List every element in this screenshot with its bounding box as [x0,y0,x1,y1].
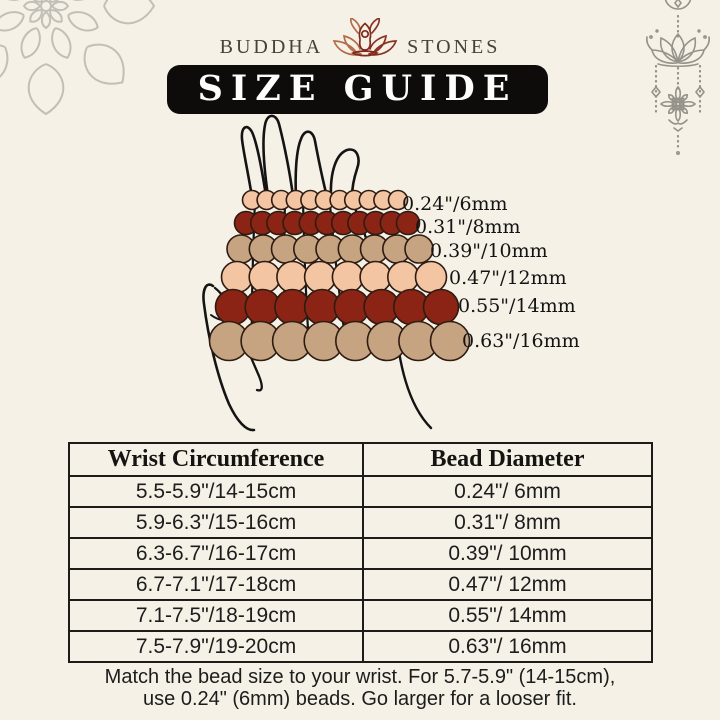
bead-size-label-10mm: 0.39"/10mm [430,240,548,262]
wrist-circumference-cell: 7.1-7.5"/18-19cm [68,599,364,632]
bead-12mm [220,260,254,294]
bead-6mm [343,189,365,211]
bead-10mm [404,234,434,264]
bead-size-label-8mm: 0.31"/8mm [415,216,521,238]
brand-name-right: STONES [407,35,501,58]
bead-size-label-6mm: 0.24"/6mm [402,193,508,215]
bead-10mm [226,234,256,264]
brand-logo: BUDDHA S [0,18,720,64]
bead-10mm [248,234,279,264]
bead-16mm [398,320,439,362]
bead-8mm [347,210,372,236]
bead-14mm [363,288,400,326]
bead-16mm [429,320,471,362]
bead-14mm [214,288,252,326]
bead-14mm [422,288,460,326]
bead-12mm [303,260,337,294]
bead-12mm [248,260,282,294]
bead-8mm [266,210,291,236]
lotus-meditation-icon [332,18,398,57]
bead-size-label-16mm: 0.63"/16mm [462,330,580,352]
bead-8mm [379,210,405,236]
bead-14mm [392,288,430,326]
bead-16mm [240,320,281,362]
bead-diameter-cell: 0.63"/ 16mm [362,630,653,663]
table-row: 6.7-7.1"/17-18cm 0.47"/ 12mm [68,568,653,601]
bead-8mm [282,210,307,236]
bead-12mm [386,260,420,294]
table-row: 5.5-5.9"/14-15cm 0.24"/ 6mm [68,475,653,508]
bead-12mm [331,260,365,294]
bead-6mm [300,189,321,211]
fit-note: Match the bead size to your wrist. For 5… [0,666,720,710]
bead-12mm [359,260,392,294]
bead-10mm [337,234,368,264]
bead-8mm [233,210,259,236]
bead-8mm [395,210,421,236]
bead-size-label-14mm: 0.55"/14mm [458,295,576,317]
fit-note-line1: Match the bead size to your wrist. For 5… [104,666,616,688]
bead-10mm [292,234,323,264]
bead-diameter-header: Bead Diameter [362,442,653,477]
table-row: 5.9-6.3"/15-16cm 0.31"/ 8mm [68,506,653,539]
wrist-circumference-cell: 5.5-5.9"/14-15cm [68,475,364,508]
wrist-circumference-cell: 6.3-6.7"/16-17cm [68,537,364,570]
bead-6mm [285,189,307,211]
bead-14mm [244,288,282,326]
bead-diameter-cell: 0.47"/ 12mm [362,568,653,601]
bead-6mm [314,189,336,211]
bead-6mm [373,189,394,211]
bead-8mm [314,210,340,236]
bead-16mm [334,320,376,362]
bead-6mm [358,189,380,211]
bead-8mm [363,210,388,236]
size-guide-title: SIZE GUIDE [197,68,518,109]
bead-6mm [270,189,292,211]
bead-14mm [303,288,341,326]
size-table: Wrist Circumference Bead Diameter 5.5-5.… [68,442,653,663]
bead-diameter-cell: 0.39"/ 10mm [362,537,653,570]
wrist-circumference-cell: 7.5-7.9"/19-20cm [68,630,364,663]
bead-8mm [330,210,356,236]
bead-size-label-12mm: 0.47"/12mm [449,267,567,289]
bead-16mm [303,320,345,362]
table-row: 6.3-6.7"/16-17cm 0.39"/ 10mm [68,537,653,570]
wrist-circumference-cell: 5.9-6.3"/15-16cm [68,506,364,539]
bead-16mm [366,320,408,362]
bead-8mm [298,210,324,236]
hand-outline [202,114,433,432]
bead-strands [208,189,471,362]
fit-note-line2: use 0.24" (6mm) beads. Go larger for a l… [143,688,577,710]
bead-6mm [256,189,277,211]
bead-diameter-cell: 0.31"/ 8mm [362,506,653,539]
table-row: 7.5-7.9"/19-20cm 0.63"/ 16mm [68,630,653,663]
bead-6mm [329,189,350,211]
bead-6mm [387,189,409,211]
table-header-row: Wrist Circumference Bead Diameter [68,442,653,477]
bead-10mm [381,234,412,264]
bead-diameter-cell: 0.24"/ 6mm [362,475,653,508]
bead-6mm [241,189,263,211]
table-row: 7.1-7.5"/18-19cm 0.55"/ 14mm [68,599,653,632]
bead-diameter-cell: 0.55"/ 14mm [362,599,653,632]
brand-name-left: BUDDHA [219,35,324,58]
bead-8mm [249,210,275,236]
bead-16mm [208,320,250,362]
bead-10mm [359,234,390,264]
bead-14mm [274,288,311,326]
size-guide-banner: SIZE GUIDE [167,65,548,114]
bead-12mm [276,260,309,294]
bead-12mm [414,260,448,294]
bead-10mm [315,234,345,264]
bead-10mm [270,234,301,264]
bead-14mm [333,288,371,326]
wrist-circumference-cell: 6.7-7.1"/17-18cm [68,568,364,601]
bead-16mm [271,320,313,362]
wrist-circumference-header: Wrist Circumference [68,442,364,477]
